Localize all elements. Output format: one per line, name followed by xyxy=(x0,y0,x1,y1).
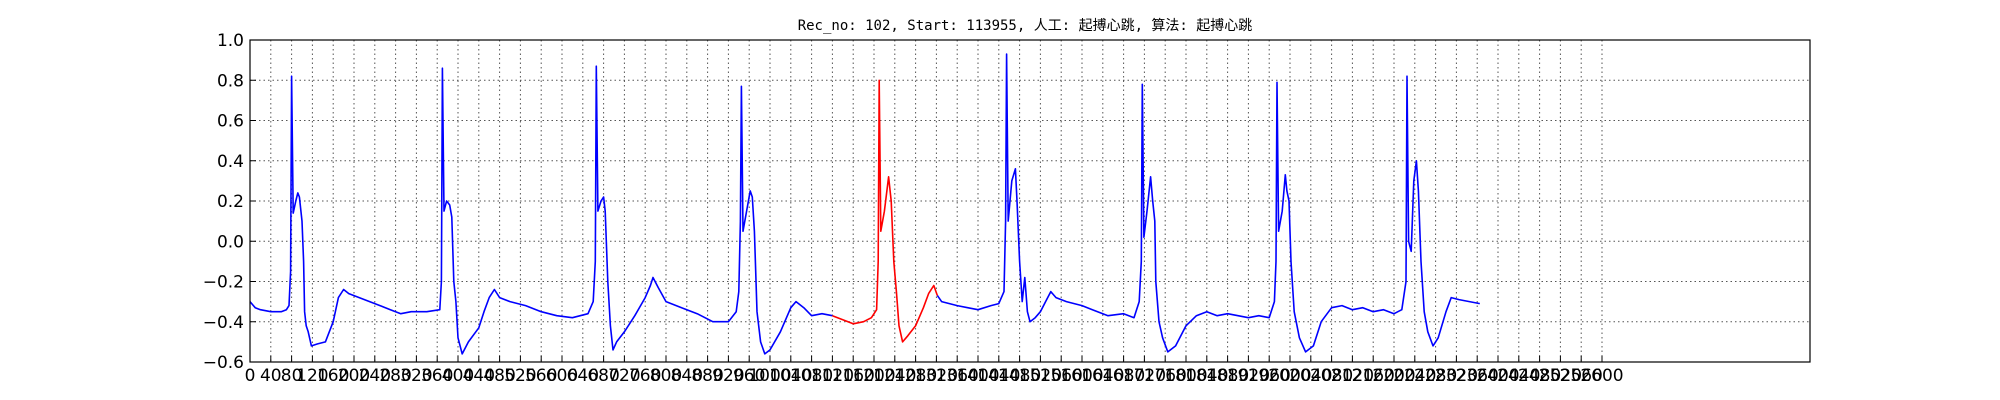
x-tick-label: 1880 xyxy=(1206,366,1249,386)
x-tick-label: 1360 xyxy=(936,366,979,386)
x-tick-label: 1240 xyxy=(873,366,916,386)
x-tick-label: 2600 xyxy=(1580,366,1623,386)
x-tick-label: 120 xyxy=(296,366,328,386)
x-tick-label: 1640 xyxy=(1081,366,1124,386)
x-tick-label: 1760 xyxy=(1144,366,1187,386)
x-tick-label: 40 xyxy=(260,366,282,386)
x-tick-label: 2440 xyxy=(1497,366,1540,386)
x-tick-label: 1520 xyxy=(1019,366,1062,386)
x-tick-label: 320 xyxy=(400,366,432,386)
x-tick-label: 520 xyxy=(504,366,536,386)
chart-title: Rec_no: 102, Start: 113955, 人工: 起搏心跳, 算法… xyxy=(798,17,1253,34)
x-tick-label: 600 xyxy=(546,366,578,386)
plot-frame xyxy=(249,39,1811,363)
y-tick-label: 0.0 xyxy=(217,232,244,252)
x-tick-label: 1800 xyxy=(1164,366,1207,386)
x-axis: 0 40 8012016020024028032036040044048052056… xyxy=(245,356,1624,386)
x-tick-label: 1600 xyxy=(1060,366,1103,386)
y-axis: 1.0 0.8 0.6 0.4 0.2 0.0 −0.2 −0.4 −0.6 xyxy=(203,31,256,373)
y-tick-label: −0.4 xyxy=(203,313,244,333)
x-tick-label: 2320 xyxy=(1435,366,1478,386)
x-tick-label: 240 xyxy=(359,366,391,386)
x-tick-label: 1680 xyxy=(1102,366,1145,386)
x-tick-label: 760 xyxy=(629,366,661,386)
x-tick-label: 2000 xyxy=(1268,366,1311,386)
x-tick-label: 2200 xyxy=(1372,366,1415,386)
y-tick-label: −0.2 xyxy=(203,273,244,293)
y-tick-label: 0.4 xyxy=(217,152,244,172)
x-tick-label: 2280 xyxy=(1414,366,1457,386)
ecg-series-line-3 xyxy=(936,53,1480,353)
x-tick-label: 440 xyxy=(463,366,495,386)
series-layer xyxy=(249,53,1480,355)
x-tick-label: 720 xyxy=(608,366,640,386)
x-tick-label: 160 xyxy=(317,366,349,386)
x-tick-label: 2560 xyxy=(1560,366,1603,386)
x-tick-label: 1560 xyxy=(1040,366,1083,386)
x-tick-label: 920 xyxy=(712,366,744,386)
x-tick-label: 800 xyxy=(650,366,682,386)
y-tick-label: −0.6 xyxy=(203,353,244,373)
y-tick-label: 0.6 xyxy=(217,112,244,132)
x-tick-label: 1440 xyxy=(977,366,1020,386)
x-tick-label: 1200 xyxy=(852,366,895,386)
x-tick-label: 2120 xyxy=(1331,366,1374,386)
x-tick-label: 0 xyxy=(245,366,256,386)
y-tick-label: 1.0 xyxy=(217,31,244,51)
x-tick-label: 1920 xyxy=(1227,366,1270,386)
x-tick-label: 2160 xyxy=(1352,366,1395,386)
x-tick-label: 2480 xyxy=(1518,366,1561,386)
x-tick-label: 2080 xyxy=(1310,366,1353,386)
y-tick-label: 0.8 xyxy=(217,71,244,91)
x-tick-label: 840 xyxy=(671,366,703,386)
ecg-series-line-1 xyxy=(249,65,833,355)
x-tick-label: 360 xyxy=(421,366,453,386)
x-tick-label: 1320 xyxy=(915,366,958,386)
x-tick-label: 640 xyxy=(567,366,599,386)
x-tick-label: 1280 xyxy=(894,366,937,386)
x-tick-label: 1080 xyxy=(790,366,833,386)
x-tick-label: 2400 xyxy=(1476,366,1519,386)
x-tick-label: 80 xyxy=(281,366,303,386)
x-tick-label: 1000 xyxy=(748,366,791,386)
x-tick-label: 2040 xyxy=(1289,366,1332,386)
x-tick-label: 1040 xyxy=(769,366,812,386)
x-tick-label: 480 xyxy=(483,366,515,386)
x-tick-label: 1120 xyxy=(811,366,854,386)
x-tick-label: 2520 xyxy=(1539,366,1582,386)
x-tick-label: 400 xyxy=(442,366,474,386)
x-tick-label: 2360 xyxy=(1456,366,1499,386)
x-tick-label: 280 xyxy=(379,366,411,386)
x-tick-label: 680 xyxy=(587,366,619,386)
x-tick-label: 560 xyxy=(525,366,557,386)
x-tick-label: 1840 xyxy=(1185,366,1228,386)
x-tick-label: 1720 xyxy=(1123,366,1166,386)
x-tick-label: 1400 xyxy=(956,366,999,386)
x-tick-label: 200 xyxy=(338,366,370,386)
x-tick-label: 880 xyxy=(691,366,723,386)
ecg-series-line-2 xyxy=(832,79,939,343)
x-tick-label: 1160 xyxy=(832,366,875,386)
x-tick-label: 2240 xyxy=(1393,366,1436,386)
x-tick-label: 960 xyxy=(733,366,765,386)
x-tick-label: 1960 xyxy=(1248,366,1291,386)
x-tick-label: 1480 xyxy=(998,366,1041,386)
y-tick-label: 0.2 xyxy=(217,192,244,212)
